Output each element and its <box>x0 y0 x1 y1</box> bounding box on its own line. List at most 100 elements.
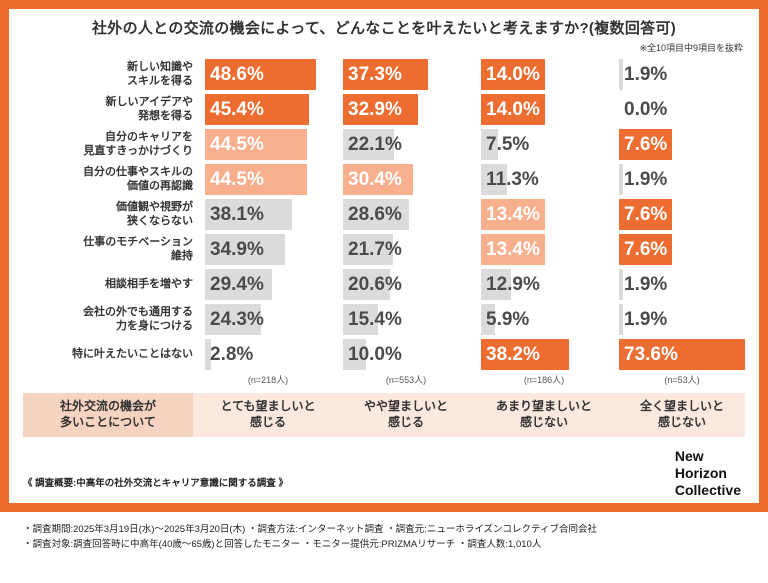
bar-cell: 29.4% <box>205 269 331 300</box>
bar-cell: 22.1% <box>343 129 469 160</box>
bar-cell: 0.0% <box>619 94 745 125</box>
value-label: 34.9% <box>210 238 264 260</box>
bar-cell: 21.7% <box>343 234 469 265</box>
bar-cell: 48.6% <box>205 59 331 90</box>
value-label: 0.0% <box>624 98 668 120</box>
value-label: 1.9% <box>624 273 668 295</box>
bar: 24.3% <box>205 304 264 335</box>
value-label: 28.6% <box>348 203 402 225</box>
survey-heading: 《 調査概要:中高年の社外交流とキャリア意識に関する調査 》 <box>23 478 288 490</box>
value-label: 1.9% <box>624 308 668 330</box>
value-label: 11.3% <box>486 168 539 190</box>
bar-cell: 73.6% <box>619 339 745 370</box>
bar-cell: 1.9% <box>619 269 745 300</box>
survey-lines: ・調査期間:2025年3月19日(水)〜2025年3月20日(木) ・調査方法:… <box>23 522 597 552</box>
bar: 21.7% <box>343 234 402 265</box>
bar-cell: 37.3% <box>343 59 469 90</box>
bar: 45.4% <box>205 94 309 125</box>
value-label: 2.8% <box>210 343 254 365</box>
value-label: 14.0% <box>486 98 540 120</box>
value-label: 37.3% <box>348 63 402 85</box>
value-label: 7.6% <box>624 133 668 155</box>
category-label: 特に叶えたいことはない <box>72 347 193 360</box>
infographic-card: 社外の人との交流の機会によって、どんなことを叶えたいと考えますか?(複数回答可)… <box>9 9 759 550</box>
bar: 2.8% <box>205 339 253 370</box>
bar: 13.4% <box>481 234 545 265</box>
bar: 37.3% <box>343 59 429 90</box>
bar-cell: 13.4% <box>481 234 607 265</box>
bar-cell: 1.9% <box>619 59 745 90</box>
excerpt-note: ※全10項目中9項目を抜粋 <box>639 43 743 53</box>
bar: 48.6% <box>205 59 317 90</box>
value-label: 44.5% <box>210 133 264 155</box>
category-label: 価値観や視野が 狭くならない <box>116 200 193 227</box>
bar: 5.9% <box>481 304 529 335</box>
sample-size-row: (n=218人) (n=553人) (n=186人) (n=53人) <box>23 373 745 386</box>
value-label: 7.6% <box>624 203 668 225</box>
bar-cell: 45.4% <box>205 94 331 125</box>
value-label: 30.4% <box>348 168 402 190</box>
series-header: とても望ましいと 感じる <box>220 399 316 429</box>
bar: 22.1% <box>343 129 402 160</box>
series-header: 全く望ましいと 感じない <box>639 399 724 429</box>
value-label: 73.6% <box>624 343 678 365</box>
value-label: 22.1% <box>348 133 402 155</box>
bar-cell: 7.6% <box>619 199 745 230</box>
value-label: 7.6% <box>624 238 668 260</box>
bar: 30.4% <box>343 164 413 195</box>
row-header-title: 社外交流の機会が 多いことについて <box>23 393 193 437</box>
value-label: 45.4% <box>210 98 264 120</box>
n-label: (n=553人) <box>385 375 427 385</box>
value-label: 14.0% <box>486 63 540 85</box>
bar-cell: 30.4% <box>343 164 469 195</box>
bar-cell: 13.4% <box>481 199 607 230</box>
bar: 10.0% <box>343 339 402 370</box>
n-label: (n=186人) <box>523 375 565 385</box>
bar-cell: 24.3% <box>205 304 331 335</box>
bar-cell: 5.9% <box>481 304 607 335</box>
bar: 13.4% <box>481 199 545 230</box>
footer-info: 《 調査概要:中高年の社外交流とキャリア意識に関する調査 》 ・調査期間:202… <box>23 446 745 583</box>
bar: 38.2% <box>481 339 569 370</box>
bar: 38.1% <box>205 199 293 230</box>
bar: 1.9% <box>619 304 667 335</box>
bar-cell: 1.9% <box>619 304 745 335</box>
bar: 44.5% <box>205 129 307 160</box>
bar: 14.0% <box>481 59 545 90</box>
bar-cell: 44.5% <box>205 129 331 160</box>
bar-cell: 7.6% <box>619 129 745 160</box>
bar-cell: 14.0% <box>481 59 607 90</box>
value-label: 12.9% <box>486 273 540 295</box>
logo-line: New <box>674 448 704 464</box>
bar-cell: 34.9% <box>205 234 331 265</box>
value-label: 5.9% <box>486 308 530 330</box>
bar-cell: 7.5% <box>481 129 607 160</box>
bar: 34.9% <box>205 234 285 265</box>
bar: 32.9% <box>343 94 419 125</box>
series-header: あまり望ましいと 感じない <box>495 399 592 429</box>
bar: 11.3% <box>481 164 539 195</box>
bar: 1.9% <box>619 59 667 90</box>
logo-line: Horizon <box>674 464 727 481</box>
bar: 44.5% <box>205 164 307 195</box>
bar-cell: 38.2% <box>481 339 607 370</box>
value-label: 7.5% <box>486 133 530 155</box>
bar: 12.9% <box>481 269 540 300</box>
n-row-spacer <box>23 373 193 386</box>
bar-cell: 28.6% <box>343 199 469 230</box>
series-header: やや望ましいと 感じる <box>363 399 448 429</box>
value-label: 38.1% <box>210 203 264 225</box>
category-label: 相談相手を増やす <box>105 277 193 290</box>
bar-cell: 14.0% <box>481 94 607 125</box>
value-label: 10.0% <box>348 343 402 365</box>
value-label: 15.4% <box>348 308 402 330</box>
bar-cell: 32.9% <box>343 94 469 125</box>
value-label: 44.5% <box>210 168 264 190</box>
orange-frame: 社外の人との交流の機会によって、どんなことを叶えたいと考えますか?(複数回答可)… <box>0 0 768 550</box>
value-label: 32.9% <box>348 98 402 120</box>
category-label: 新しいアイデアや 発想を得る <box>105 95 193 122</box>
bar: 14.0% <box>481 94 545 125</box>
value-label: 48.6% <box>210 63 264 85</box>
bar: 7.6% <box>619 129 673 160</box>
bar: 15.4% <box>343 304 402 335</box>
